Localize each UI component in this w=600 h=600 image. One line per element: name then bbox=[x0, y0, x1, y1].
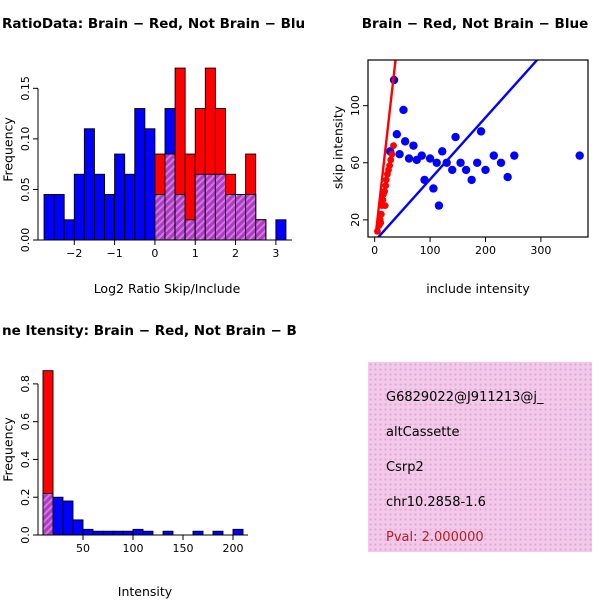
svg-text:20: 20 bbox=[349, 213, 362, 227]
intensity-hist-title: ne Itensity: Brain − Red, Not Brain − B bbox=[2, 323, 297, 339]
ratio-hist-ylabel: Frequency bbox=[0, 117, 16, 182]
svg-text:0.05: 0.05 bbox=[19, 177, 32, 202]
svg-text:0.00: 0.00 bbox=[19, 228, 32, 253]
gene-id-text: G6829022@J911213@j_ bbox=[386, 390, 544, 405]
svg-text:100: 100 bbox=[420, 244, 441, 257]
svg-text:2: 2 bbox=[232, 247, 239, 260]
svg-text:0.15: 0.15 bbox=[19, 76, 32, 101]
svg-text:0.10: 0.10 bbox=[19, 127, 32, 152]
intensity-hist-xlabel: Intensity bbox=[117, 584, 173, 599]
scatter-xlabel: include intensity bbox=[426, 281, 530, 296]
gene-info-box: G6829022@J911213@j_ altCassette Csrp2 ch… bbox=[368, 362, 592, 552]
gene-symbol-text: Csrp2 bbox=[386, 460, 424, 475]
ratio-hist-title: RatioData: Brain − Red, Not Brain − Blu bbox=[2, 16, 306, 32]
intensity-hist-ylabel: Frequency bbox=[0, 417, 16, 482]
svg-text:0: 0 bbox=[151, 247, 158, 260]
svg-text:0.4: 0.4 bbox=[19, 451, 32, 469]
locus-text: chr10.2858-1.6 bbox=[386, 495, 486, 510]
svg-text:200: 200 bbox=[223, 542, 244, 555]
event-type-text: altCassette bbox=[386, 425, 460, 440]
svg-text:60: 60 bbox=[349, 156, 362, 170]
scatter-ylabel: skip intensity bbox=[330, 105, 346, 190]
svg-text:0.8: 0.8 bbox=[19, 375, 32, 393]
svg-text:1: 1 bbox=[192, 247, 199, 260]
svg-text:−2: −2 bbox=[66, 247, 82, 260]
svg-text:50: 50 bbox=[76, 542, 90, 555]
scatter-title: Brain − Red, Not Brain − Blue bbox=[361, 16, 589, 32]
ratio-histogram-plot: −2 −1 0 1 2 3 0.00 0.05 0.10 0.15 bbox=[19, 67, 292, 260]
svg-text:3: 3 bbox=[272, 247, 279, 260]
svg-text:150: 150 bbox=[173, 542, 194, 555]
svg-text:0: 0 bbox=[371, 244, 378, 257]
svg-text:300: 300 bbox=[530, 244, 551, 257]
svg-text:−1: −1 bbox=[106, 247, 122, 260]
svg-text:0.2: 0.2 bbox=[19, 488, 32, 506]
svg-text:200: 200 bbox=[475, 244, 496, 257]
intensity-scatter-plot: 0 100 200 300 20 60 100 bbox=[349, 59, 589, 257]
svg-text:0.0: 0.0 bbox=[19, 526, 32, 544]
pval-text: Pval: 2.000000 bbox=[386, 530, 484, 545]
svg-text:100: 100 bbox=[349, 95, 362, 116]
svg-text:100: 100 bbox=[123, 542, 144, 555]
intensity-histogram-plot: 50 100 150 200 0.0 0.2 0.4 0.6 0.8 bbox=[19, 370, 248, 555]
svg-text:0.6: 0.6 bbox=[19, 413, 32, 431]
ratio-hist-xlabel: Log2 Ratio Skip/Include bbox=[93, 281, 241, 296]
